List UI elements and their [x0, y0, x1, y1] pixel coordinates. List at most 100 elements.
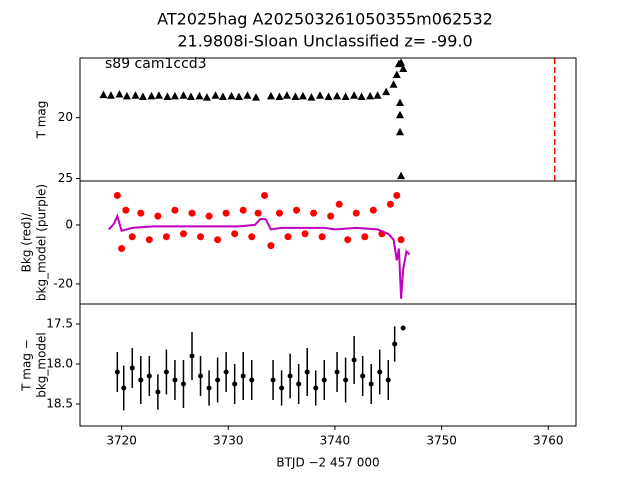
data-point: [163, 92, 172, 100]
data-point: [399, 64, 408, 72]
data-point: [307, 93, 316, 101]
y-axis-label: Bkg (red)/: [20, 212, 34, 273]
y-axis-label: bkg_model: [35, 332, 49, 398]
x-tick-label: 3720: [106, 434, 137, 448]
y-tick-label: 20: [58, 110, 73, 124]
data-point: [243, 91, 252, 99]
data-point: [377, 369, 383, 375]
data-point: [343, 377, 349, 383]
data-point: [248, 233, 256, 241]
data-point: [239, 206, 247, 214]
data-point: [106, 91, 115, 99]
chart-title: 21.9808i-Sloan Unclassified z= -99.0: [177, 32, 472, 51]
y-tick-label: 18.0: [46, 357, 73, 371]
data-point: [198, 373, 204, 379]
data-point: [227, 91, 236, 100]
data-point: [396, 110, 404, 119]
y-axis-label: T mag −: [20, 339, 34, 392]
y-tick-label: 17.5: [46, 317, 73, 331]
data-point: [232, 381, 238, 387]
data-point: [186, 92, 195, 100]
data-point: [279, 385, 285, 391]
data-point: [298, 91, 307, 100]
data-point: [154, 212, 162, 220]
data-point: [304, 369, 310, 375]
data-point: [170, 91, 179, 100]
data-point: [373, 91, 382, 99]
plot-area: [114, 325, 406, 411]
data-point: [366, 91, 375, 100]
data-point: [334, 369, 340, 375]
y-tick-label: -20: [53, 276, 73, 290]
data-point: [316, 91, 324, 99]
data-point: [188, 209, 196, 217]
data-point: [115, 90, 124, 98]
data-point: [386, 200, 394, 208]
x-tick-label: 3740: [320, 434, 351, 448]
data-point: [155, 389, 161, 395]
data-point: [118, 245, 126, 253]
data-point: [231, 230, 239, 238]
data-point: [392, 70, 401, 79]
data-point: [122, 206, 130, 214]
data-point: [163, 369, 169, 375]
data-point: [313, 385, 319, 391]
data-point: [400, 325, 406, 331]
data-point: [211, 91, 220, 99]
data-point: [333, 91, 342, 100]
data-point: [240, 373, 246, 379]
data-point: [296, 381, 302, 387]
data-point: [385, 377, 391, 383]
data-point: [202, 93, 211, 101]
data-point: [189, 353, 195, 359]
data-point: [195, 91, 204, 100]
data-point: [369, 206, 377, 214]
data-point: [114, 369, 120, 375]
data-point: [267, 242, 275, 250]
data-point: [392, 341, 398, 347]
data-point: [350, 91, 359, 99]
chart-title: AT2025hag A202503261050355m062532: [157, 10, 493, 29]
axes-frame: [79, 303, 577, 427]
data-point: [121, 385, 127, 391]
data-point: [146, 373, 152, 379]
axes-frame: [79, 180, 577, 305]
x-tick-label: 3760: [533, 434, 564, 448]
data-point: [344, 236, 352, 244]
x-tick-label: 3750: [426, 434, 457, 448]
data-point: [341, 92, 350, 100]
data-point: [252, 93, 260, 101]
data-point: [361, 233, 369, 241]
data-point: [397, 171, 406, 180]
data-point: [270, 377, 276, 383]
data-point: [397, 236, 405, 244]
data-point: [324, 92, 333, 100]
data-point: [180, 381, 186, 387]
data-point: [145, 236, 153, 244]
y-tick-label: 25: [58, 171, 73, 185]
data-point: [154, 91, 163, 99]
data-point: [275, 209, 283, 217]
data-point: [396, 127, 404, 136]
data-point: [223, 369, 229, 375]
data-point: [215, 377, 221, 383]
data-point: [254, 209, 262, 217]
data-point: [122, 91, 131, 100]
x-axis-label: BTJD −2 457 000: [276, 456, 379, 470]
data-point: [162, 233, 170, 241]
data-point: [137, 209, 145, 217]
data-point: [179, 91, 188, 99]
model-line: [108, 213, 411, 299]
data-point: [284, 233, 292, 241]
data-point: [282, 91, 291, 99]
data-point: [249, 377, 255, 383]
data-point: [206, 385, 212, 391]
data-point: [396, 98, 404, 107]
data-point: [128, 233, 136, 241]
annotation: s89 cam1ccd3: [105, 56, 207, 72]
data-point: [301, 230, 309, 238]
plot-area: [108, 191, 411, 299]
plot-area: [99, 58, 556, 181]
data-point: [261, 191, 269, 199]
